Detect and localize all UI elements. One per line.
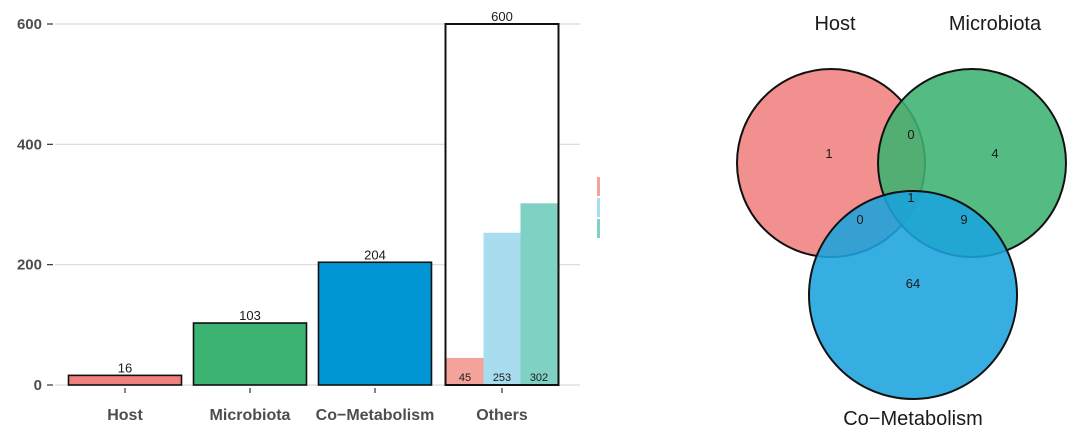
venn-count-host-cometabolism: 0 [856,212,863,227]
sub-bar-value-label: 302 [530,372,548,384]
venn-count-microbiota-cometabolism: 9 [960,212,967,227]
venn-circle-co-metabolism [808,190,1018,400]
legend-swatch [597,177,600,196]
x-tick-label: Microbiota [210,407,291,424]
bar-value-label: 204 [364,247,386,262]
venn-count-all-three: 1 [907,190,914,205]
y-tick-label: 400 [17,136,42,153]
legend: Drug relatedFood relatedUnknown [597,177,600,238]
bar-chart: 16 103 204 600 45 253 302 0 200 400 600 Host Microb… [17,9,600,424]
bar-value-label: 103 [239,308,261,323]
bar-microbiota [192,322,308,386]
y-tick-label: 0 [34,377,42,394]
bar-labels: 16 103 204 600 45 253 302 [118,9,548,384]
bar-value-label: 16 [118,360,132,375]
sub-bar-unknown [520,203,558,384]
venn-count-host-only: 1 [825,146,832,161]
venn-set-label: Co−Metabolism [843,408,983,430]
venn-count-cometabolism-only: 64 [906,276,920,291]
sub-bar-value-label: 45 [459,372,471,384]
x-tick-label: Host [107,407,143,424]
sub-bar-value-label: 253 [493,372,511,384]
bars [67,23,560,386]
bar-host [67,374,183,386]
bar-value-label: 600 [491,9,513,24]
legend-swatch [597,219,600,238]
y-tick-label: 200 [17,257,42,274]
venn-count-host-microbiota: 0 [907,127,914,142]
venn-set-label: Host [814,13,856,35]
y-tick-label: 600 [17,16,42,33]
x-tick-label: Co−Metabolism [316,407,435,424]
bar-co-metabolism [317,261,433,386]
venn-count-microbiota-only: 4 [991,146,998,161]
sub-bar-food-related [483,232,521,384]
sub-bar-drug-related [446,357,484,384]
venn-set-label: Microbiota [949,13,1042,35]
venn-circle-microbiota [877,68,1067,258]
legend-swatch [597,198,600,217]
x-tick-label: Others [476,407,528,424]
axes: 0 200 400 600 Host Microbiota Co−Metabolism Oth… [17,16,528,424]
venn-circle-host [736,68,926,258]
